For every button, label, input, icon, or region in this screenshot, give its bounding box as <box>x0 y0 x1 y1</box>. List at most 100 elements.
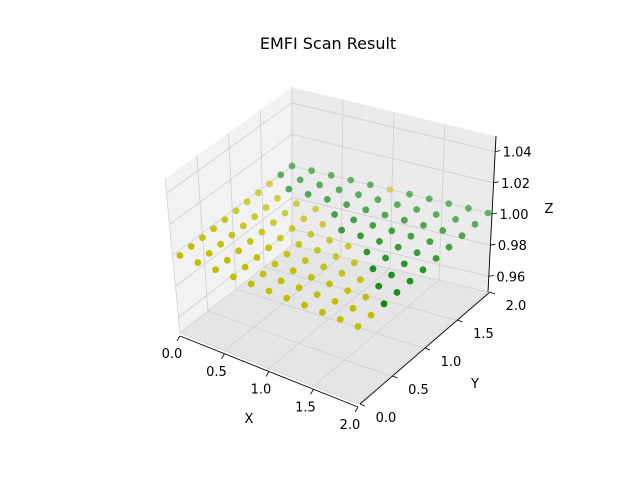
scatter-point <box>210 225 218 233</box>
x-tick <box>176 335 181 342</box>
scatter-point <box>265 287 273 295</box>
scatter-point <box>326 280 333 288</box>
scatter-point <box>247 280 255 288</box>
z-tick <box>488 275 494 277</box>
scatter-point <box>406 277 414 285</box>
x-tick <box>310 389 314 395</box>
x-tick <box>221 353 225 359</box>
scatter-point <box>407 232 415 240</box>
z-tick-label: 0.98 <box>498 239 527 254</box>
scatter-point <box>332 253 340 260</box>
scatter-point <box>394 243 402 251</box>
y-tick <box>359 403 366 407</box>
scatter-point <box>323 196 331 203</box>
scatter-point <box>426 238 434 246</box>
scatter-point <box>255 189 262 197</box>
floor-grid-y <box>263 266 456 321</box>
scatter-point <box>232 207 240 215</box>
scatter-point <box>281 209 289 217</box>
x-tick <box>265 371 270 377</box>
scatter-point <box>316 181 323 189</box>
scatter-point <box>432 211 440 218</box>
scatter-point <box>375 282 383 290</box>
scatter-point <box>293 200 300 208</box>
scatter-point <box>258 228 266 236</box>
scatter-point <box>307 231 315 238</box>
scatter-point <box>356 276 364 284</box>
scatter-point <box>413 206 421 213</box>
scatter-point <box>336 316 344 323</box>
y-axis-label: Y <box>470 377 479 392</box>
x-axis-label: X <box>245 412 254 427</box>
scatter-point <box>382 254 389 262</box>
scatter-point <box>393 289 401 296</box>
z-tick-label: 1.02 <box>501 177 530 192</box>
scatter-point <box>419 266 427 274</box>
scatter-point <box>300 215 308 223</box>
scatter-point <box>283 294 291 302</box>
scatter-point <box>420 221 427 229</box>
scatter-point <box>362 293 370 301</box>
y-tick <box>424 347 431 351</box>
floor-grid-y <box>235 288 424 349</box>
scatter-point <box>350 216 358 224</box>
scatter-point <box>270 219 277 227</box>
scatter-point <box>338 226 345 234</box>
scatter-point <box>241 263 249 271</box>
scatter-point <box>312 205 319 213</box>
z-tick-label: 1.00 <box>500 208 529 223</box>
scatter-point <box>271 260 279 268</box>
scatter-point <box>277 171 285 179</box>
scatter-point <box>308 167 315 175</box>
scatter-point <box>239 222 247 230</box>
scatter-point <box>465 204 472 212</box>
x-tick-label: 2.0 <box>340 418 361 433</box>
scatter-point <box>259 270 267 278</box>
scatter-point <box>338 269 346 277</box>
scatter-point <box>374 196 382 204</box>
scatter-point <box>484 209 492 217</box>
scatter-point <box>199 234 206 242</box>
scatter-point <box>274 194 281 202</box>
scatter-point <box>223 256 231 264</box>
z-grid-line <box>166 102 496 194</box>
y-tick <box>392 375 398 379</box>
scatter-point <box>288 225 296 232</box>
scatter-point <box>301 257 309 264</box>
z-axis-label: Z <box>545 202 554 217</box>
y-tick <box>457 319 463 323</box>
scatter-point <box>445 200 453 208</box>
scatter-point <box>400 260 408 268</box>
scatter-point <box>425 195 433 203</box>
scatter-point <box>439 227 447 234</box>
scatter-point <box>393 201 401 209</box>
z-grid-line <box>169 133 494 225</box>
scatter-point <box>406 190 413 198</box>
scatter-point <box>331 298 339 305</box>
scatter-point <box>445 243 453 251</box>
scatter-point <box>386 186 394 193</box>
scatter-point <box>228 231 236 239</box>
scatter-point <box>187 243 195 250</box>
scatter-point <box>277 234 284 242</box>
scatter-point <box>243 198 251 206</box>
scatter-point <box>354 323 362 330</box>
y-tick-label: 1.0 <box>441 355 462 370</box>
scatter-point <box>355 191 362 199</box>
scatter-point <box>295 284 303 292</box>
z-tick-label: 0.96 <box>496 270 525 285</box>
x-tick-label: 0.0 <box>162 347 183 362</box>
scatter-point <box>376 238 383 245</box>
scatter-point <box>343 201 350 209</box>
scatter-point <box>381 211 389 219</box>
z-tick <box>493 181 499 184</box>
scatter-point <box>362 206 370 214</box>
scatter-point <box>331 211 338 218</box>
scatter-point <box>388 227 396 235</box>
scatter-points <box>176 162 492 330</box>
scatter-point <box>296 176 304 184</box>
x-tick-label: 1.0 <box>251 383 272 398</box>
scatter-point <box>327 172 335 179</box>
z-grid-line <box>175 197 491 287</box>
scatter-point <box>285 185 293 193</box>
